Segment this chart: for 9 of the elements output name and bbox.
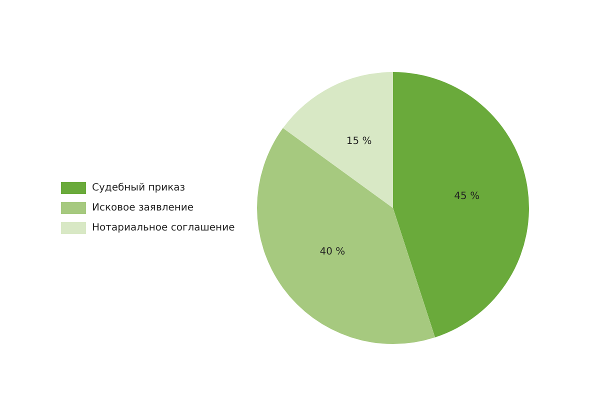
data-label: 15 %: [346, 136, 372, 148]
legend-label: Исковое заявление: [92, 202, 194, 214]
pie-slice: [257, 128, 436, 344]
data-label: 40 %: [320, 246, 346, 258]
data-label: 45 %: [454, 191, 480, 202]
pie-slice: [393, 72, 529, 338]
legend-label: Судебный приказ: [92, 182, 186, 194]
pie-slice: [282, 72, 393, 208]
legend-label: Нотариальное соглашение: [92, 222, 235, 234]
